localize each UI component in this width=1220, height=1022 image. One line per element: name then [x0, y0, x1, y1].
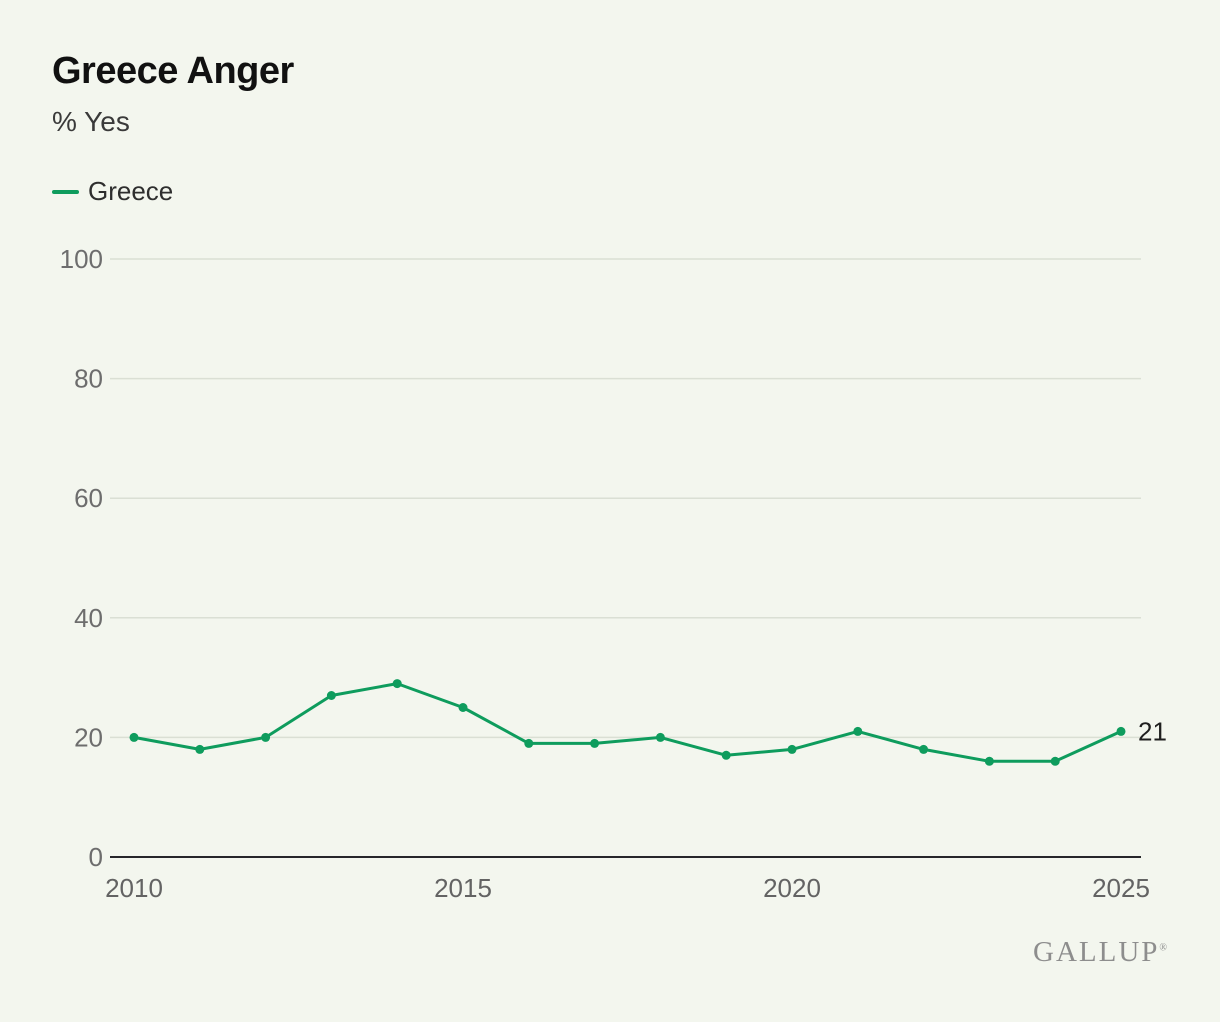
- x-tick-label: 2020: [763, 873, 821, 903]
- data-point-marker: [721, 750, 731, 760]
- data-point-marker: [919, 744, 929, 754]
- data-point-marker: [458, 703, 468, 712]
- data-point-marker: [1050, 756, 1060, 766]
- data-point-marker: [787, 744, 797, 754]
- data-point-marker: [129, 732, 139, 742]
- legend-label: Greece: [88, 176, 174, 206]
- data-point-marker: [524, 738, 534, 748]
- x-tick-label: 2015: [434, 873, 492, 903]
- data-point-marker: [326, 691, 336, 700]
- y-tick-label: 20: [74, 722, 103, 752]
- y-tick-label: 80: [74, 364, 103, 394]
- data-point-marker: [195, 744, 205, 754]
- legend-line-swatch: [52, 189, 79, 194]
- data-point-marker: [853, 726, 863, 736]
- legend: Greece: [52, 176, 173, 207]
- data-point-marker: [984, 756, 994, 766]
- chart-subtitle: % Yes: [52, 106, 130, 137]
- y-tick-label: 0: [89, 842, 103, 872]
- y-tick-label: 60: [74, 483, 103, 513]
- y-tick-label: 100: [60, 244, 103, 274]
- series-end-value-label: 21: [1138, 716, 1167, 746]
- data-point-marker: [261, 732, 271, 742]
- x-tick-label: 2025: [1092, 873, 1150, 903]
- x-tick-label: 2010: [105, 873, 163, 903]
- data-point-marker: [392, 679, 402, 689]
- gallup-logo: GALLUP®: [1033, 936, 1167, 969]
- data-point-marker: [590, 738, 600, 748]
- gallup-wordmark: GALLUP: [1033, 936, 1160, 968]
- chart-title: Greece Anger: [52, 50, 294, 92]
- y-tick-label: 40: [74, 603, 103, 633]
- registered-mark-icon: ®: [1159, 942, 1167, 954]
- data-point-marker: [1116, 726, 1126, 736]
- data-point-marker: [655, 732, 665, 742]
- series-line-greece: [132, 682, 1123, 763]
